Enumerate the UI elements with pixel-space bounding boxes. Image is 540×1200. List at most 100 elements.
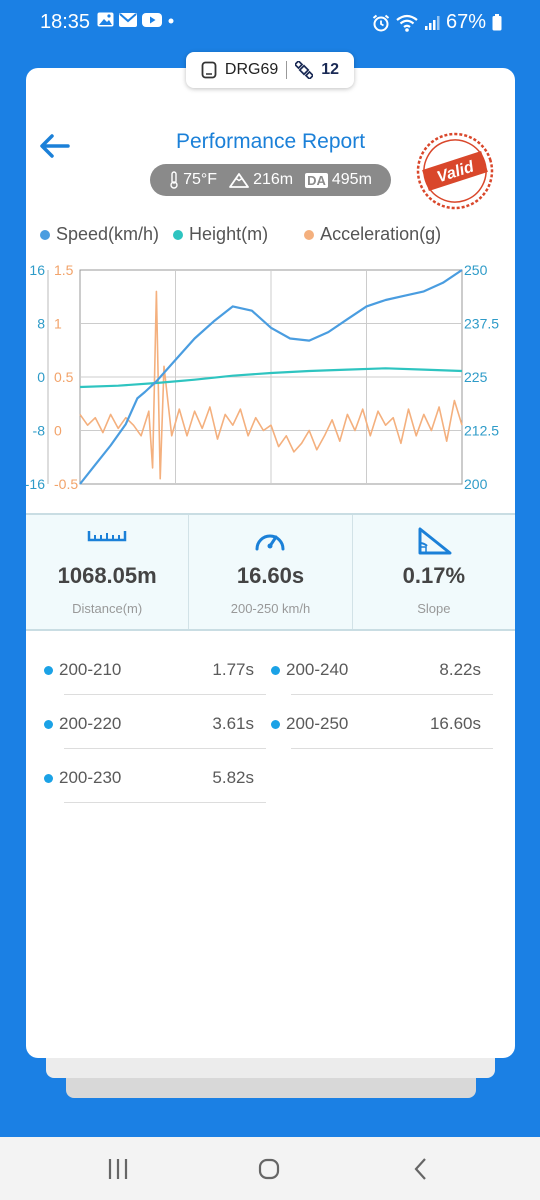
satellite-count: 12 <box>321 61 340 78</box>
distance-label: Distance(m) <box>72 601 143 616</box>
split-time: 5.82s <box>212 768 254 787</box>
back-button[interactable] <box>34 128 74 164</box>
split-time: 3.61s <box>212 714 254 733</box>
height-axis-tick-label: -16 <box>26 476 45 492</box>
battery-percentage: 67% <box>445 11 486 33</box>
split-divider <box>64 694 266 695</box>
notification-icons <box>97 12 175 27</box>
height-axis-tick-label: 16 <box>29 262 45 278</box>
split-range: 200-220 <box>59 714 122 733</box>
valid-stamp: Valid <box>416 132 494 210</box>
battery-icon <box>492 14 502 31</box>
system-back-button[interactable] <box>412 1157 430 1181</box>
slope-label: Slope <box>417 601 451 616</box>
altitude-item: 216m <box>229 171 293 189</box>
chart-legend: Speed(km/h) Height(m) Acceleration(g) <box>40 224 510 245</box>
split-range: 200-210 <box>59 660 122 679</box>
system-navigation-bar <box>0 1137 540 1200</box>
series-line-speed <box>79 269 463 485</box>
split-range: 200-250 <box>286 714 349 733</box>
split-time: 16.60s <box>429 714 481 733</box>
time-stat: 16.60s 200-250 km/h <box>189 515 353 629</box>
split-item: 200-210 1.77s <box>44 656 266 696</box>
time-value: 16.60s <box>236 563 305 588</box>
youtube-notification-icon <box>142 12 162 27</box>
split-item: 200-230 5.82s <box>44 764 266 804</box>
device-name: DRG69 <box>224 61 279 78</box>
status-bar: 18:35 67% <box>0 0 540 44</box>
device-separator <box>286 61 288 79</box>
speed-axis-tick-label: 250 <box>464 262 488 278</box>
speed-axis-tick-label: 225 <box>464 369 488 385</box>
split-divider <box>291 748 493 749</box>
legend-item-speed[interactable]: Speed(km/h) <box>40 224 159 245</box>
ruler-icon-wrap <box>26 527 188 555</box>
slope-stat: 0.17% Slope <box>353 515 515 629</box>
split-dot-icon <box>44 720 53 729</box>
ruler-icon <box>87 531 127 542</box>
series-line-acceleration <box>79 290 463 480</box>
distance-value: 1068.05m <box>57 563 157 588</box>
device-indicator[interactable]: DRG69 12 <box>186 52 354 88</box>
legend-label-acceleration: Acceleration(g) <box>320 224 442 244</box>
conditions-bar: 75°F 216m DA 495m <box>150 164 391 196</box>
slope-icon <box>418 527 452 555</box>
distance-stat: 1068.05m Distance(m) <box>26 515 190 629</box>
legend-item-acceleration[interactable]: Acceleration(g) <box>304 224 441 245</box>
acceleration-axis-tick-label: 1.5 <box>54 262 74 278</box>
mail-notification-icon <box>119 12 137 27</box>
speed-axis-tick-label: 200 <box>464 476 488 492</box>
split-range: 200-230 <box>59 768 122 787</box>
recent-apps-button[interactable] <box>107 1157 129 1181</box>
wifi-icon <box>396 14 418 32</box>
speedometer-icon-wrap <box>189 527 351 555</box>
speed-axis-tick-label: 212.5 <box>464 423 499 439</box>
split-divider <box>291 694 493 695</box>
gallery-notification-icon <box>97 12 114 27</box>
density-altitude-badge: DA <box>305 172 328 188</box>
density-altitude-item: DA 495m <box>305 171 372 189</box>
home-button[interactable] <box>258 1157 280 1181</box>
temperature-value: 75°F <box>183 171 218 188</box>
height-axis-tick-label: -8 <box>33 423 46 439</box>
page-title: Performance Report <box>175 130 366 153</box>
report-card: Performance Report Valid 75°F 216m DA 49… <box>26 68 515 1058</box>
height-axis-tick-label: 0 <box>37 369 45 385</box>
legend-label-height: Height(m) <box>189 224 269 244</box>
legend-dot-acceleration <box>304 229 315 240</box>
time-label: 200-250 km/h <box>230 601 311 616</box>
satellite-icon <box>295 61 314 79</box>
status-time: 18:35 <box>40 11 91 33</box>
split-item: 200-240 8.22s <box>271 656 493 696</box>
height-axis-tick-label: 8 <box>37 316 45 332</box>
more-notifications-dot-icon <box>168 18 174 23</box>
split-dot-icon <box>271 666 280 675</box>
slope-value: 0.17% <box>402 563 466 588</box>
split-time: 1.77s <box>212 660 254 679</box>
signal-icon <box>424 15 440 30</box>
acceleration-axis-tick-label: -0.5 <box>54 476 78 492</box>
speedometer-icon <box>255 534 285 551</box>
back-arrow-icon <box>40 134 70 158</box>
split-dot-icon <box>44 666 53 675</box>
legend-dot-height <box>173 229 184 240</box>
speed-axis-tick-label: 237.5 <box>464 316 499 332</box>
split-time: 8.22s <box>439 660 481 679</box>
altitude-value: 216m <box>253 171 294 188</box>
mountain-icon <box>229 173 249 188</box>
split-dot-icon <box>271 720 280 729</box>
temperature-item: 75°F <box>169 171 217 189</box>
split-divider <box>64 802 266 803</box>
split-range: 200-240 <box>286 660 349 679</box>
device-icon <box>201 61 217 79</box>
performance-chart[interactable]: 16 8 0 -8 -16 1.5 1 0.5 0 -0.5 250 237.5 225 212.5 200 <box>26 254 515 494</box>
legend-item-height[interactable]: Height(m) <box>173 224 268 245</box>
acceleration-axis-tick-label: 0 <box>54 423 62 439</box>
split-divider <box>64 748 266 749</box>
system-icons: 67% <box>372 11 502 34</box>
density-altitude-value: 495m <box>331 171 372 188</box>
thermometer-icon <box>170 171 178 189</box>
legend-dot-speed <box>40 229 50 240</box>
alarm-icon <box>372 14 390 31</box>
split-item: 200-220 3.61s <box>44 710 266 750</box>
